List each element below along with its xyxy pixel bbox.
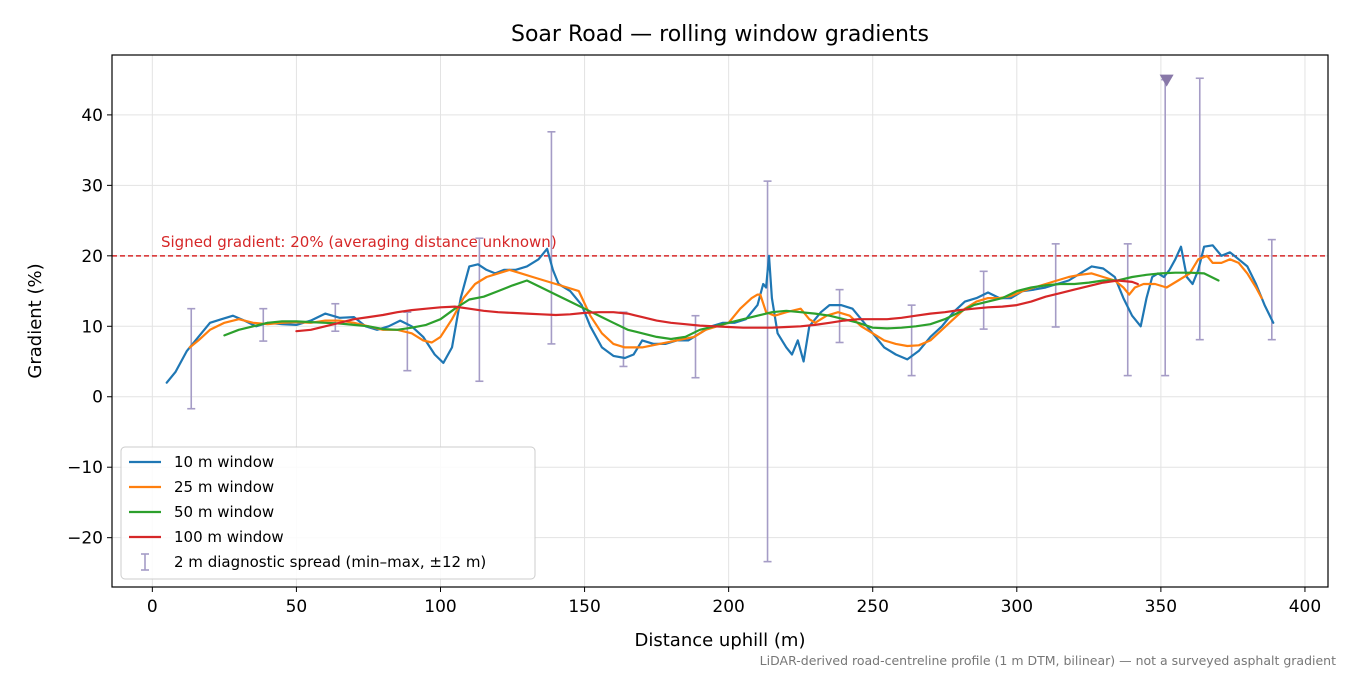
legend-entry: 2 m diagnostic spread (min–max, ±12 m) bbox=[141, 553, 486, 571]
legend-entry: 25 m window bbox=[129, 478, 274, 496]
legend-box bbox=[120, 446, 536, 580]
legend-label: 100 m window bbox=[174, 528, 284, 546]
x-tick-label: 350 bbox=[1145, 597, 1177, 617]
diagnostic-spread-bar bbox=[835, 288, 844, 344]
x-tick-label: 250 bbox=[856, 597, 888, 617]
series-lines bbox=[165, 244, 1275, 384]
diagnostic-spread-bar bbox=[1195, 77, 1204, 341]
chart-title: Soar Road — rolling window gradients bbox=[511, 22, 929, 47]
x-tick-label: 100 bbox=[424, 597, 456, 617]
diagnostic-spread-bar bbox=[547, 131, 556, 345]
series-line-25-m-window bbox=[188, 254, 1263, 349]
x-tick-label: 150 bbox=[568, 597, 600, 617]
clipped-value-marker bbox=[1159, 74, 1174, 87]
diagnostic-spread-bar bbox=[1267, 238, 1276, 341]
diagnostic-spread-bars bbox=[187, 74, 1276, 563]
x-tick-label: 200 bbox=[712, 597, 744, 617]
y-tick-label: 0 bbox=[92, 388, 103, 408]
legend: 10 m window 25 m window 50 m window 100 m w… bbox=[120, 446, 536, 580]
legend-entry: 50 m window bbox=[129, 503, 274, 521]
footnote: LiDAR-derived road-centreline profile (1… bbox=[760, 653, 1336, 668]
diagnostic-spread-bar bbox=[187, 307, 196, 410]
y-tick-label: 20 bbox=[81, 247, 103, 267]
legend-label: 10 m window bbox=[174, 453, 274, 471]
legend-label: 25 m window bbox=[174, 478, 274, 496]
y-tick-label: 40 bbox=[81, 106, 103, 126]
x-tick-label: 0 bbox=[147, 597, 158, 617]
legend-label: 2 m diagnostic spread (min–max, ±12 m) bbox=[174, 553, 486, 571]
y-tick-label: 30 bbox=[81, 176, 103, 196]
y-axis-label: Gradient (%) bbox=[25, 263, 46, 378]
diagnostic-spread-bar bbox=[763, 180, 772, 563]
y-tick-label: −20 bbox=[67, 529, 103, 549]
axis-ticks: 0 50 100 150 200 250 300 350 400 −20 −10 0 10 20 30 40 bbox=[67, 106, 1321, 617]
diagnostic-spread-bar bbox=[1123, 243, 1132, 377]
series-line-10-m-window bbox=[165, 244, 1275, 384]
x-tick-label: 50 bbox=[286, 597, 308, 617]
x-axis-label: Distance uphill (m) bbox=[635, 630, 806, 651]
reference-line-group: Signed gradient: 20% (averaging distance… bbox=[112, 233, 1328, 257]
legend-label: 50 m window bbox=[174, 503, 274, 521]
series-line-100-m-window bbox=[295, 279, 1139, 333]
series-line-50-m-window bbox=[223, 271, 1220, 341]
x-tick-label: 300 bbox=[1001, 597, 1033, 617]
legend-entry: 100 m window bbox=[129, 528, 284, 546]
x-tick-label: 400 bbox=[1289, 597, 1321, 617]
y-tick-label: −10 bbox=[67, 458, 103, 478]
reference-line-label: Signed gradient: 20% (averaging distance… bbox=[161, 233, 557, 251]
y-tick-label: 10 bbox=[81, 317, 103, 337]
legend-entry: 10 m window bbox=[129, 453, 274, 471]
plot-area-frame bbox=[111, 54, 1329, 588]
